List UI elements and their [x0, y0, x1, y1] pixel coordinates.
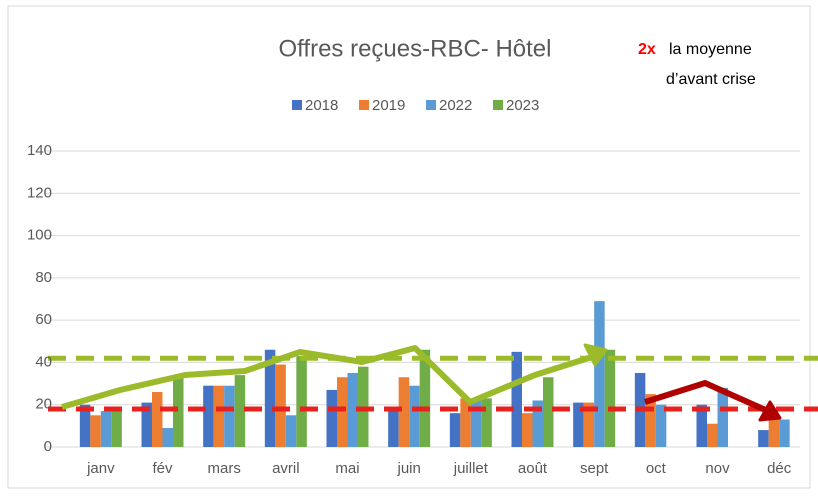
- x-tick-label: déc: [767, 460, 792, 477]
- x-tick-label: oct: [646, 460, 667, 477]
- bar: [337, 377, 348, 447]
- bar: [409, 385, 420, 447]
- green-arrowhead: [583, 343, 608, 367]
- x-tick-label: juillet: [453, 460, 489, 477]
- bar: [152, 392, 163, 447]
- legend-label: 2022: [439, 97, 472, 114]
- legend: 2018 2019 2022 2023: [292, 97, 539, 114]
- legend-swatch: [493, 100, 503, 110]
- bar: [141, 402, 152, 447]
- x-tick-label: mars: [207, 460, 240, 477]
- bar: [224, 385, 235, 447]
- y-tick-label: 140: [27, 142, 52, 159]
- y-tick-label: 60: [35, 311, 52, 328]
- legend-swatch: [426, 100, 436, 110]
- red-arrow: [644, 380, 772, 415]
- legend-swatch: [292, 100, 302, 110]
- bar: [604, 349, 616, 447]
- bar: [326, 389, 337, 447]
- bar: [460, 398, 471, 447]
- bar: [779, 419, 790, 447]
- bar: [275, 364, 286, 447]
- bar: [162, 427, 173, 447]
- bar: [213, 385, 225, 447]
- y-tick-label: 0: [44, 438, 52, 455]
- red-arrowhead: [758, 400, 782, 422]
- bar: [90, 415, 101, 447]
- bar: [264, 349, 276, 447]
- legend-label: 2018: [305, 97, 338, 114]
- reference-lines: [48, 355, 818, 412]
- x-tick-label: nov: [705, 460, 730, 477]
- legend-swatch: [359, 100, 369, 110]
- bar: [79, 404, 91, 447]
- labels: 0 20 40 60 80 100 120 140 janv fév mars avril mai jui…: [27, 142, 792, 477]
- bar: [645, 394, 656, 447]
- x-tick-label: fév: [152, 460, 173, 477]
- bar: [100, 411, 112, 447]
- bar: [573, 402, 584, 447]
- y-tick-label: 40: [35, 353, 52, 370]
- bar: [449, 413, 461, 447]
- green-arrow: [61, 345, 599, 410]
- bar: [470, 400, 482, 447]
- bar: [594, 301, 605, 447]
- legend-label: 2023: [506, 97, 539, 114]
- bar: [296, 356, 307, 447]
- y-tick-label: 120: [27, 184, 52, 201]
- bar: [111, 406, 122, 447]
- bar: [758, 430, 769, 447]
- bar: [173, 375, 184, 447]
- bar: [768, 415, 780, 447]
- legend-label: 2019: [372, 97, 405, 114]
- x-tick-label: avril: [272, 460, 300, 477]
- bar: [532, 400, 543, 447]
- x-tick-label: juin: [396, 460, 420, 477]
- bar: [707, 423, 718, 447]
- bar: [696, 404, 707, 447]
- x-tick-label: sept: [580, 460, 609, 477]
- annotation: la moyenne: [669, 41, 752, 58]
- bar: [347, 373, 358, 447]
- annotation: d’avant crise: [666, 71, 756, 88]
- bar: [522, 413, 533, 447]
- x-tick-label: août: [518, 460, 548, 477]
- annotation: 2x: [638, 41, 656, 58]
- y-tick-label: 80: [35, 269, 52, 286]
- y-tick-label: 20: [35, 396, 52, 413]
- bar: [285, 415, 297, 447]
- bar: [234, 375, 246, 447]
- bar: [481, 398, 492, 447]
- chart-title: Offres reçues-RBC- Hôtel: [279, 35, 552, 62]
- bar: [717, 387, 728, 447]
- bar: [583, 402, 595, 447]
- y-tick-label: 100: [27, 227, 52, 244]
- x-tick-label: mai: [335, 460, 359, 477]
- bar: [543, 377, 554, 447]
- trend-arrows: [61, 343, 782, 422]
- bar: [398, 377, 410, 447]
- bar: [419, 349, 431, 447]
- bar: [388, 408, 399, 447]
- bar: [511, 351, 522, 447]
- x-tick-label: janv: [86, 460, 115, 477]
- bar: [203, 385, 214, 447]
- bar: [655, 404, 667, 447]
